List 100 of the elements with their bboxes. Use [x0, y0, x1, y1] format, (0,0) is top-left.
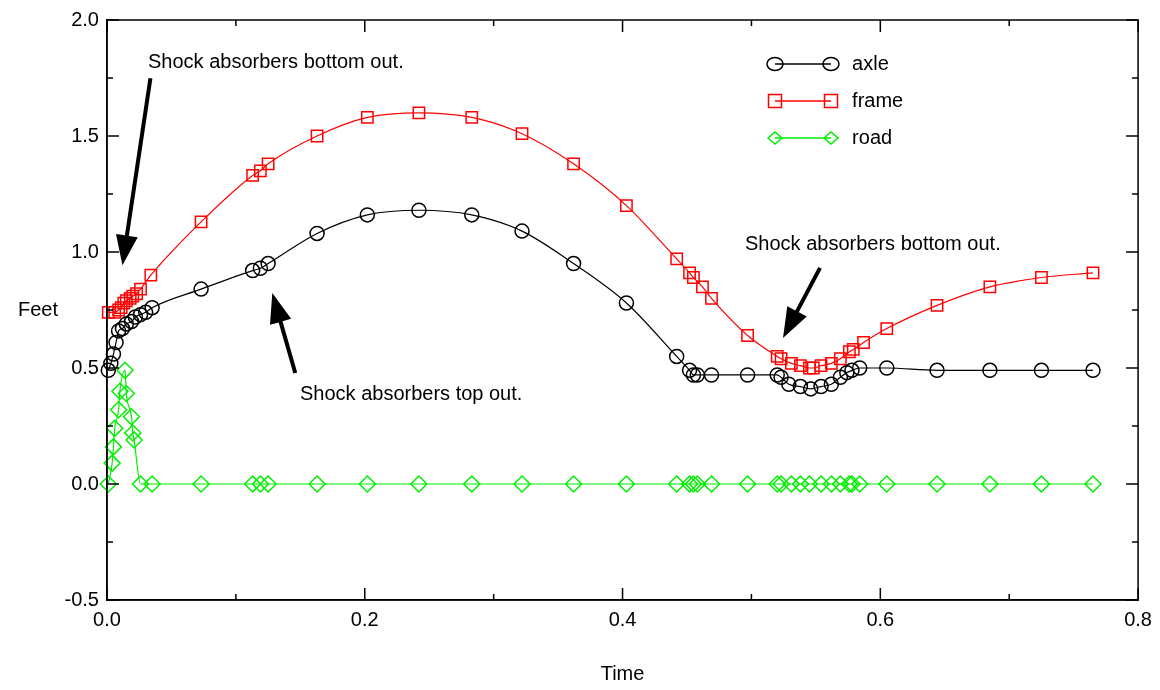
point — [410, 475, 428, 493]
x-tick-label: 0.0 — [93, 607, 121, 630]
y-tick-label: 0.5 — [71, 355, 99, 378]
x-tick-label: 0.6 — [866, 607, 895, 630]
point — [192, 475, 210, 493]
point — [685, 367, 702, 383]
point — [244, 262, 261, 279]
point — [806, 361, 820, 375]
x-tick-label: 0.4 — [608, 607, 637, 630]
point — [252, 260, 269, 276]
point — [880, 322, 894, 335]
point — [463, 475, 481, 493]
point — [846, 343, 860, 356]
point — [823, 376, 840, 392]
point — [514, 223, 530, 239]
point — [618, 295, 635, 311]
point — [703, 367, 720, 383]
point — [688, 475, 707, 493]
point — [108, 305, 122, 319]
point — [794, 359, 807, 373]
point — [769, 367, 785, 383]
point — [117, 384, 136, 403]
point — [308, 475, 326, 493]
point — [617, 475, 636, 493]
y-tick-label: 0.0 — [71, 471, 99, 494]
point — [929, 362, 945, 379]
legend-label: frame — [852, 89, 904, 112]
point — [465, 111, 479, 124]
point — [358, 475, 377, 493]
point — [111, 382, 129, 400]
point — [774, 352, 788, 366]
point — [784, 356, 798, 370]
point — [564, 475, 583, 493]
point — [105, 346, 122, 362]
point — [813, 378, 829, 395]
point — [850, 475, 869, 493]
point — [1084, 475, 1102, 493]
point — [1035, 271, 1048, 284]
point — [802, 381, 819, 397]
point — [103, 454, 121, 472]
point — [567, 157, 580, 171]
point — [101, 305, 115, 319]
point — [668, 348, 685, 365]
point — [696, 280, 709, 294]
point — [772, 475, 790, 493]
x-tick-label: 0.2 — [350, 607, 379, 630]
point — [132, 306, 149, 323]
point — [143, 475, 161, 493]
point — [814, 359, 828, 373]
point — [842, 345, 856, 359]
point — [738, 475, 757, 493]
point — [857, 336, 870, 349]
point — [683, 266, 696, 280]
point — [667, 475, 686, 493]
point — [1085, 362, 1101, 379]
point — [930, 298, 944, 312]
point — [359, 207, 376, 223]
point — [144, 268, 158, 282]
point — [565, 255, 582, 272]
point — [982, 362, 998, 379]
point — [844, 362, 860, 379]
point — [109, 401, 128, 419]
point — [125, 431, 143, 449]
point — [782, 475, 801, 493]
point — [1033, 362, 1050, 379]
y-tick-label: 2.0 — [71, 7, 99, 30]
point — [689, 367, 706, 383]
point — [824, 356, 838, 370]
point — [411, 202, 427, 218]
y-tick-label: -0.5 — [64, 587, 99, 610]
point — [822, 475, 841, 493]
point — [839, 364, 855, 381]
point — [193, 281, 209, 297]
point — [768, 475, 786, 493]
annotation: Shock absorbers bottom out. — [745, 231, 1001, 255]
point — [259, 475, 277, 493]
point — [684, 475, 703, 493]
point — [360, 111, 374, 124]
point — [261, 157, 275, 171]
point — [246, 169, 260, 182]
point — [831, 475, 850, 493]
point — [741, 329, 754, 342]
point — [309, 225, 325, 242]
point — [928, 475, 946, 493]
point — [105, 419, 124, 438]
point — [118, 316, 135, 332]
point — [670, 252, 684, 266]
point — [464, 207, 480, 223]
point — [981, 475, 999, 493]
point — [681, 362, 698, 379]
point — [833, 352, 847, 366]
point — [144, 299, 160, 316]
y-tick-label: 1.5 — [71, 123, 99, 146]
point — [513, 475, 531, 493]
point — [680, 475, 699, 493]
point — [851, 360, 868, 376]
point — [515, 127, 529, 141]
point — [812, 475, 830, 493]
point — [878, 475, 896, 493]
point — [1086, 266, 1100, 280]
